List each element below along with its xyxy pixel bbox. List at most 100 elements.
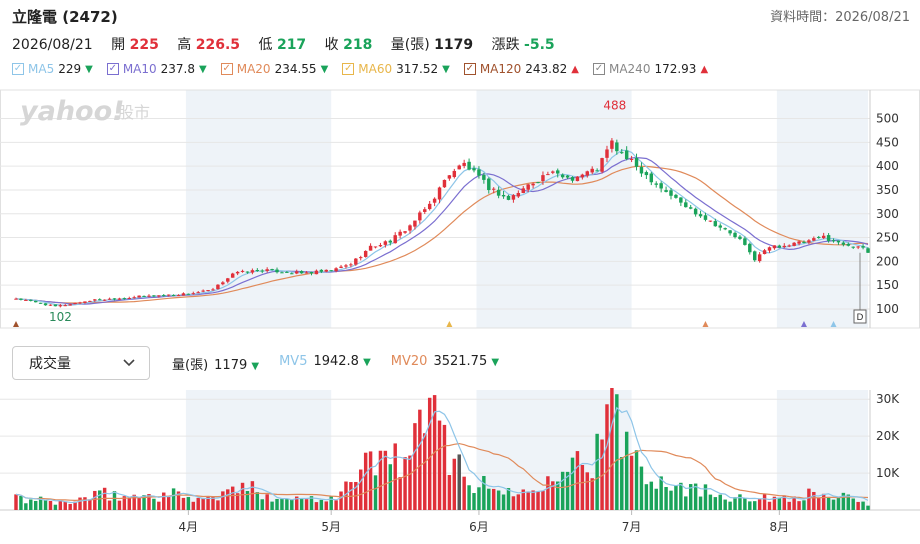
candle-body: [526, 184, 530, 190]
candle-body: [388, 240, 393, 243]
candle-body: [698, 214, 703, 217]
volume-bar: [152, 498, 156, 510]
volume-chart[interactable]: 10K 20K 30K 4月 5月 6月 7月 8月: [0, 388, 920, 544]
watermark-section: 股市: [118, 103, 150, 122]
volume-bar: [294, 496, 299, 510]
volume-bar: [792, 496, 796, 510]
candle-body: [861, 246, 865, 248]
checkbox-icon[interactable]: ✓: [342, 63, 355, 75]
candle-body: [29, 299, 33, 301]
volume-bar: [654, 488, 658, 510]
candle-body: [211, 289, 215, 291]
ma-legend-item[interactable]: ✓ MA5 229 ▼: [12, 62, 93, 76]
triangle-down-icon: ▼: [442, 63, 450, 75]
y-tick-label: 250: [876, 231, 899, 245]
ma-label: MA240: [608, 62, 651, 76]
candle-body: [595, 170, 599, 172]
volume-bar: [610, 388, 614, 510]
ma-legend-item[interactable]: ✓ MA120 243.82 ▲: [463, 62, 579, 76]
candle-body: [467, 161, 471, 170]
candle-body: [496, 189, 501, 196]
candle-body: [83, 301, 87, 303]
volume-legend-value: 1179: [214, 358, 252, 373]
volume-indicator-select[interactable]: 成交量: [12, 346, 150, 380]
month-band: [185, 390, 332, 510]
candle-body: [757, 254, 762, 261]
ma-legend-item[interactable]: ✓ MA20 234.55 ▼: [220, 62, 329, 76]
volume-bar: [413, 423, 417, 510]
volume-bar: [339, 491, 343, 510]
triangle-down-icon: ▼: [320, 63, 329, 75]
candle-body: [802, 241, 806, 243]
volume-bar: [29, 499, 33, 510]
stock-title: 立隆電 (2472): [12, 8, 118, 26]
ma-legend-item[interactable]: ✓ MA240 172.93 ▲: [592, 62, 709, 76]
volume-bar: [230, 486, 235, 510]
candle-body: [359, 257, 363, 259]
volume-bar: [797, 501, 801, 510]
candle-body: [511, 195, 516, 200]
volume-bar: [728, 501, 732, 510]
volume-bar: [48, 500, 53, 510]
checkbox-icon[interactable]: ✓: [12, 63, 24, 75]
checkbox-icon[interactable]: ✓: [463, 63, 476, 75]
volume-bar: [762, 494, 767, 510]
ma-legend-item[interactable]: ✓ MA60 317.52 ▼: [342, 62, 450, 76]
volume-legend-value: 1942.8: [313, 354, 364, 369]
checkbox-icon[interactable]: ✓: [592, 63, 605, 75]
ma-legend-item[interactable]: ✓ MA10 237.8 ▼: [106, 62, 207, 76]
ma-value: 229: [58, 62, 82, 76]
volume-bar: [634, 450, 639, 510]
candle-body: [403, 231, 407, 233]
candle-body: [541, 175, 545, 182]
candle-body: [230, 273, 235, 278]
month-band: [776, 390, 868, 510]
volume-bar: [427, 397, 432, 510]
volume-bar: [516, 494, 521, 510]
candle-body: [280, 272, 284, 274]
volume-bar: [388, 464, 393, 510]
candle-body: [314, 270, 319, 275]
volume-bar: [767, 501, 772, 510]
candle-body: [546, 174, 550, 176]
checkbox-icon[interactable]: ✓: [106, 63, 119, 75]
checkbox-icon[interactable]: ✓: [220, 63, 233, 75]
y-tick-label: 30K: [876, 392, 900, 406]
candle-body: [812, 238, 816, 241]
candle-body: [181, 293, 186, 296]
volume-bar: [536, 491, 540, 510]
candle-body: [659, 183, 663, 189]
volume-bar: [782, 495, 787, 510]
volume-bar: [270, 501, 274, 510]
end-marker-label: D: [857, 313, 864, 323]
ma10-line: [15, 156, 869, 305]
volume-bar: [748, 501, 752, 510]
candle-body: [162, 295, 166, 297]
candle-body: [462, 162, 466, 166]
candle-body: [624, 150, 629, 160]
candle-body: [265, 269, 269, 271]
volume-legend-item: MV20 3521.75 ▼: [391, 354, 499, 373]
candle-body: [851, 246, 855, 248]
candle-body: [570, 177, 575, 181]
triangle-down-icon: ▼: [491, 357, 500, 368]
volume-bar: [63, 501, 67, 510]
triangle-up-icon: ▲: [700, 63, 709, 75]
volume-bar: [674, 485, 678, 510]
volume-bar: [753, 501, 757, 510]
candle-body: [14, 298, 18, 300]
volume-bar: [275, 498, 279, 510]
candle-body: [413, 220, 417, 227]
volume-legend-value: 3521.75: [433, 354, 492, 369]
volume-bar: [556, 481, 560, 510]
volume-bar: [398, 477, 402, 510]
volume-bar: [669, 490, 673, 510]
candle-body: [319, 269, 324, 272]
candle-body: [610, 140, 614, 149]
volume-bar: [733, 497, 737, 510]
volume-bar: [802, 500, 806, 510]
min-price-label: 102: [49, 310, 72, 324]
candle-body: [531, 183, 535, 186]
event-marker-icon: [446, 321, 453, 327]
price-chart[interactable]: 100 150 200 250 300 350 400 450 500 yahoo!股市 488 10…: [0, 88, 920, 332]
